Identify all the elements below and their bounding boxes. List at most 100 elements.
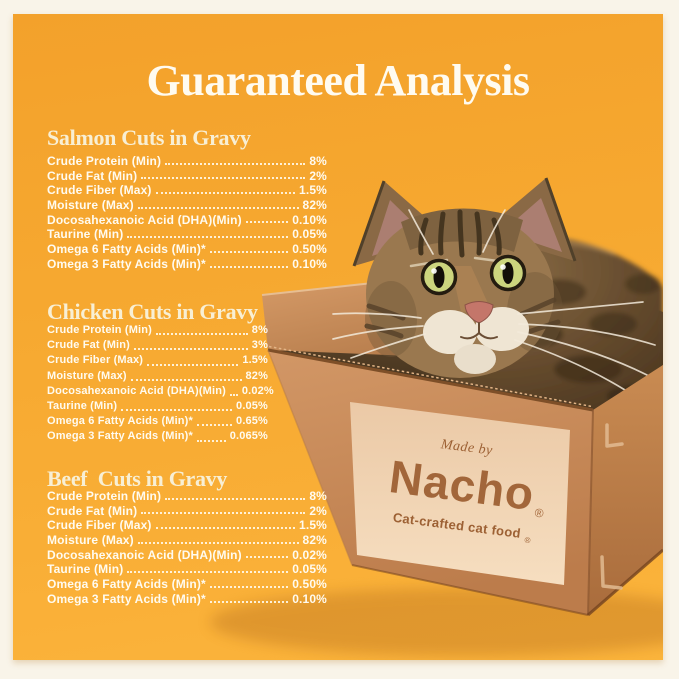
analysis-row: Taurine (Min) 0.05%: [47, 227, 327, 242]
analysis-row: Moisture (Max) 82%: [47, 533, 327, 548]
cat-head: [332, 177, 656, 391]
nutrient-label: Omega 3 Fatty Acids (Min)*: [47, 256, 206, 271]
section-heading-beef: Beef Cuts in Gravy: [47, 466, 228, 491]
nutrient-value: 2%: [309, 503, 327, 518]
nutrient-value: 0.10%: [292, 212, 327, 227]
analysis-row: Docosahexanoic Acid (DHA)(Min) 0.10%: [47, 213, 327, 228]
section-heading-chicken: Chicken Cuts in Gravy: [47, 299, 258, 324]
nutrient-label: Docosahexanoic Acid (DHA)(Min): [47, 547, 242, 562]
nutrient-label: Taurine (Min): [47, 399, 118, 412]
nutrient-label: Docosahexanoic Acid (DHA)(Min): [47, 384, 226, 397]
nutrient-label: Taurine (Min): [47, 227, 124, 242]
nutrient-label: Crude Fat (Min): [47, 339, 130, 352]
nutrient-value: 0.05%: [236, 399, 268, 412]
nutrient-label: Crude Protein (Min): [47, 154, 162, 168]
nutrient-label: Omega 3 Fatty Acids (Min)*: [47, 591, 206, 606]
analysis-row: Omega 6 Fatty Acids (Min)* 0.65%: [47, 415, 268, 430]
analysis-row: Crude Fiber (Max) 1.5%: [47, 518, 327, 533]
analysis-row: Docosahexanoic Acid (DHA)(Min) 0.02%: [47, 548, 327, 563]
nutrient-label: Crude Fat (Min): [47, 168, 138, 183]
nutrient-value: 82%: [245, 369, 268, 382]
cat-eye-left: [420, 258, 458, 296]
dot-leader: [133, 348, 248, 351]
dot-leader: [165, 162, 306, 165]
brand-registered-mark: ®: [534, 506, 545, 521]
nutrient-value: 0.65%: [236, 415, 268, 428]
analysis-row: Omega 6 Fatty Acids (Min)* 0.50%: [47, 242, 327, 257]
nutrient-label: Docosahexanoic Acid (DHA)(Min): [47, 212, 242, 227]
nutrient-value: 0.065%: [229, 430, 268, 443]
analysis-row: Crude Fat (Min) 3%: [47, 339, 268, 354]
analysis-row: Crude Protein (Min) 8%: [47, 324, 268, 339]
nutrient-value: 0.02%: [292, 547, 327, 562]
nutrient-label: Crude Protein (Min): [47, 324, 152, 336]
nutrient-value: 0.10%: [292, 256, 327, 271]
dot-leader: [130, 378, 242, 381]
analysis-row: Omega 3 Fatty Acids (Min)* 0.10%: [47, 257, 327, 272]
cat-whiskers: [332, 209, 656, 391]
analysis-row: Moisture (Max) 82%: [47, 370, 268, 385]
cat-forehead-stripes: [418, 209, 502, 258]
analysis-row: Omega 6 Fatty Acids (Min)* 0.50%: [47, 577, 327, 592]
dot-leader: [229, 393, 238, 396]
made-by-text: Made by: [439, 437, 494, 459]
nutrient-label: Moisture (Max): [47, 533, 134, 548]
section-rows-salmon: Crude Protein (Min) 8% Crude Fat (Min) 2% …: [47, 154, 327, 272]
analysis-row: Crude Fat (Min) 2%: [47, 169, 327, 184]
nutrient-label: Omega 6 Fatty Acids (Min)*: [47, 242, 206, 257]
dot-leader: [165, 497, 306, 500]
nutrient-value: 0.05%: [292, 562, 327, 577]
dot-leader: [209, 600, 289, 603]
dot-leader: [209, 250, 289, 253]
dot-leader: [155, 192, 296, 195]
nutrient-value: 0.05%: [292, 227, 327, 242]
nutrient-value: 82%: [302, 198, 327, 213]
analysis-row: Omega 3 Fatty Acids (Min)* 0.065%: [47, 430, 268, 445]
cat-in-box-photo: Made by Nacho ® Cat-crafted cat food ®: [210, 177, 663, 656]
analysis-row: Omega 3 Fatty Acids (Min)* 0.10%: [47, 592, 327, 607]
nutrient-value: 2%: [309, 168, 327, 183]
nutrient-label: Crude Fiber (Max): [47, 183, 152, 198]
nutrient-value: 0.02%: [241, 384, 274, 397]
dot-leader: [155, 527, 296, 530]
dot-leader: [127, 236, 289, 239]
dot-leader: [137, 206, 299, 209]
box-edges: [267, 349, 663, 617]
cat-ear-right: [481, 177, 577, 262]
dot-leader: [147, 363, 239, 366]
nutrient-value: 82%: [302, 533, 327, 548]
dot-leader: [209, 585, 289, 588]
poster-background: Made by Nacho ® Cat-crafted cat food ® G…: [13, 14, 663, 660]
dot-leader: [121, 409, 233, 412]
box-label-panel: [350, 402, 570, 585]
nutrient-value: 8%: [309, 154, 327, 168]
analysis-row: Moisture (Max) 82%: [47, 198, 327, 213]
nutrient-value: 8%: [309, 489, 327, 503]
dot-leader: [245, 556, 289, 559]
cat-nose: [464, 301, 494, 324]
nutrient-value: 0.50%: [292, 577, 327, 592]
box-corner-marks: [600, 423, 624, 590]
dot-leader: [137, 541, 299, 544]
nutrient-label: Moisture (Max): [47, 198, 134, 213]
cat-muzzle: [423, 307, 529, 374]
analysis-row: Crude Fiber (Max) 1.5%: [47, 183, 327, 198]
page-title: Guaranteed Analysis: [146, 56, 530, 105]
nutrient-value: 3%: [251, 339, 268, 352]
nutrient-label: Moisture (Max): [47, 369, 127, 382]
analysis-row: Docosahexanoic Acid (DHA)(Min) 0.02%: [47, 384, 274, 400]
dot-leader: [196, 439, 226, 442]
dot-leader: [245, 221, 289, 224]
nutrient-label: Crude Protein (Min): [47, 489, 162, 503]
nutrient-label: Taurine (Min): [47, 562, 124, 577]
section-rows-chicken: Crude Protein (Min) 8% Crude Fat (Min) 3% …: [47, 324, 274, 446]
dot-leader: [127, 571, 289, 574]
cat-cheek-shadow-left: [365, 281, 417, 357]
tagline-mark: ®: [524, 536, 531, 546]
dot-leader: [209, 265, 289, 268]
nutrient-value: 1.5%: [242, 354, 268, 367]
section-rows-beef: Crude Protein (Min) 8% Crude Fat (Min) 2% …: [47, 489, 327, 607]
nutrient-value: 8%: [251, 324, 268, 336]
nutrient-value: 0.10%: [292, 591, 327, 606]
nutrient-value: 0.50%: [292, 242, 327, 257]
